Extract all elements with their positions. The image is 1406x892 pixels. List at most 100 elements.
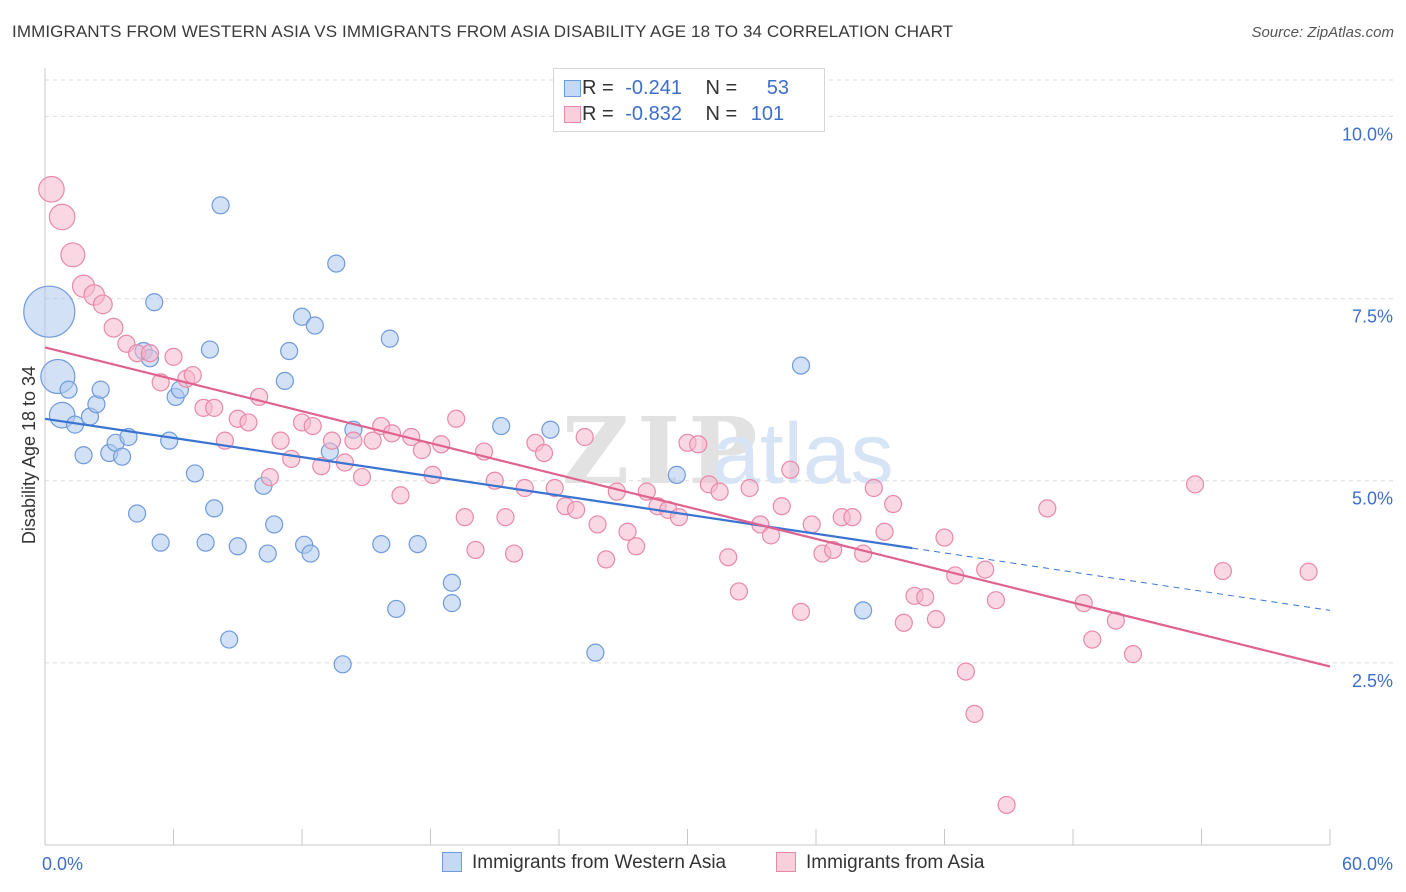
point-asia	[626, 537, 646, 556]
point-asia	[1123, 645, 1143, 664]
point-asia	[575, 427, 594, 447]
point-asia	[504, 544, 524, 563]
point-western-asia	[91, 380, 110, 399]
point-asia	[455, 508, 474, 527]
point-asia	[164, 347, 183, 366]
x-tick-label: 0.0%	[42, 854, 83, 874]
point-western-asia	[492, 416, 511, 436]
swatch-asia	[564, 106, 581, 123]
point-asia	[1299, 562, 1318, 581]
point-western-asia	[112, 447, 132, 466]
point-asia	[496, 508, 515, 527]
point-asia	[956, 662, 976, 681]
y-tick-label: 5.0%	[1352, 489, 1393, 509]
r-label: R =	[582, 103, 614, 125]
trend-line-asia	[44, 346, 1331, 668]
point-asia	[669, 508, 689, 527]
point-asia	[447, 409, 466, 428]
point-western-asia	[854, 601, 873, 620]
point-asia	[92, 294, 113, 315]
stats-row-western-asia: R = -0.241 N = 53	[564, 77, 789, 101]
point-asia	[916, 588, 935, 607]
legend-swatch-western-asia	[442, 852, 462, 872]
point-asia	[260, 467, 279, 487]
point-asia	[965, 704, 984, 723]
point-asia	[344, 431, 363, 450]
point-asia	[183, 365, 202, 385]
legend-label-asia: Immigrants from Asia	[806, 852, 985, 873]
point-western-asia	[205, 499, 224, 518]
point-western-asia	[59, 380, 78, 399]
point-asia	[534, 443, 554, 463]
point-asia	[352, 467, 372, 487]
point-western-asia	[200, 340, 220, 359]
point-asia	[515, 478, 534, 498]
point-asia	[588, 515, 607, 534]
point-asia	[854, 544, 873, 563]
point-asia	[729, 582, 749, 601]
legend-label-western-asia: Immigrants from Western Asia	[472, 852, 727, 873]
point-asia	[140, 344, 160, 363]
point-western-asia	[333, 655, 352, 674]
tick-labels: 2.5% 5.0% 7.5% 10.0% 0.0% 60.0%	[42, 124, 1393, 874]
point-asia	[312, 457, 331, 476]
swatch-western-asia	[564, 80, 581, 97]
point-asia	[1213, 561, 1233, 581]
point-asia	[1038, 499, 1057, 518]
point-western-asia	[327, 254, 346, 273]
point-western-asia	[258, 544, 277, 563]
point-asia	[1106, 611, 1125, 630]
point-western-asia	[442, 594, 462, 613]
n-label: N =	[705, 77, 738, 99]
point-western-asia	[265, 515, 284, 534]
n-value: 101	[750, 103, 785, 125]
point-western-asia	[127, 504, 147, 523]
point-western-asia	[196, 533, 215, 552]
n-label: N =	[705, 103, 738, 125]
point-asia	[976, 560, 995, 579]
y-tick-label: 2.5%	[1352, 671, 1393, 691]
stats-row-asia: R = -0.832 N = 101	[564, 103, 785, 127]
point-western-asia	[23, 285, 76, 338]
stats-legend: R = -0.241 N = 53 R = -0.832 N = 101	[553, 68, 825, 132]
point-asia	[824, 540, 843, 560]
point-asia	[363, 431, 382, 450]
point-western-asia	[541, 420, 560, 439]
series-western-asia	[23, 196, 873, 674]
x-tick-label: 60.0%	[1342, 854, 1393, 874]
point-western-asia	[387, 599, 406, 619]
point-western-asia	[145, 293, 164, 312]
watermark: ZIP atlas	[562, 397, 894, 505]
point-asia	[710, 482, 729, 501]
source-credit: Source: ZipAtlas.com	[1251, 24, 1394, 41]
point-asia	[843, 508, 862, 527]
point-asia	[466, 540, 485, 560]
point-asia	[205, 398, 224, 417]
point-asia	[997, 795, 1016, 815]
point-asia	[875, 522, 894, 541]
point-asia	[791, 602, 811, 621]
point-asia	[391, 486, 410, 505]
trend-lines	[44, 346, 1331, 668]
point-asia	[926, 610, 946, 629]
point-western-asia	[301, 544, 320, 563]
point-western-asia	[220, 630, 239, 649]
point-asia	[567, 500, 586, 519]
trend-line-western-asia-extension	[912, 547, 1331, 611]
point-western-asia	[185, 464, 205, 483]
legend-item-asia: Immigrants from Asia	[776, 852, 984, 874]
point-asia	[38, 175, 65, 203]
point-western-asia	[586, 643, 605, 662]
point-western-asia	[275, 371, 294, 390]
y-tick-label: 10.0%	[1342, 124, 1393, 144]
point-western-asia	[667, 465, 686, 484]
series-asia	[38, 175, 1318, 815]
y-tick-label: 7.5%	[1352, 307, 1393, 327]
point-asia	[781, 460, 800, 479]
point-asia	[1185, 475, 1205, 494]
point-asia	[271, 431, 290, 450]
point-western-asia	[160, 431, 179, 450]
r-value: -0.832	[625, 103, 682, 125]
point-asia	[883, 494, 903, 514]
